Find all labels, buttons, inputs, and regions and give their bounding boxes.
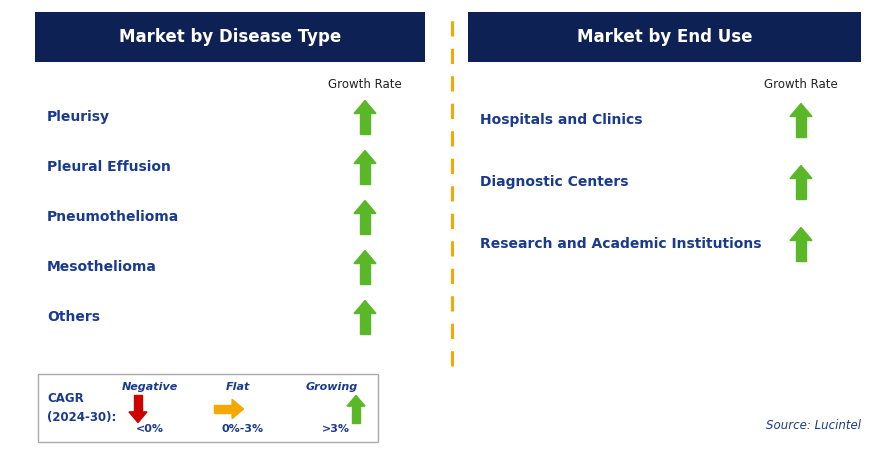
Text: Mesothelioma: Mesothelioma: [47, 260, 157, 274]
Text: Flat: Flat: [226, 382, 250, 392]
Bar: [360, 314, 370, 334]
Text: Pneumothelioma: Pneumothelioma: [47, 210, 179, 224]
Text: (2024-30):: (2024-30):: [47, 410, 116, 424]
Text: Others: Others: [47, 310, 100, 324]
Text: Pleural Effusion: Pleural Effusion: [47, 160, 171, 174]
Text: Growth Rate: Growth Rate: [764, 78, 838, 90]
Bar: [360, 114, 370, 133]
Bar: [796, 178, 806, 198]
Bar: [360, 213, 370, 233]
Text: Pleurisy: Pleurisy: [47, 110, 110, 124]
Text: Research and Academic Institutions: Research and Academic Institutions: [480, 237, 762, 251]
Text: 0%-3%: 0%-3%: [222, 424, 264, 434]
Bar: [796, 241, 806, 261]
Bar: [35, 12, 425, 62]
Text: Diagnostic Centers: Diagnostic Centers: [480, 175, 628, 189]
Text: Hospitals and Clinics: Hospitals and Clinics: [480, 113, 642, 127]
Polygon shape: [790, 166, 812, 178]
Polygon shape: [347, 395, 365, 406]
Polygon shape: [354, 150, 376, 163]
Polygon shape: [354, 251, 376, 263]
Polygon shape: [354, 301, 376, 314]
Text: Market by Disease Type: Market by Disease Type: [119, 28, 341, 46]
Text: Negative: Negative: [122, 382, 178, 392]
Text: CAGR: CAGR: [47, 393, 83, 405]
Bar: [468, 12, 861, 62]
Bar: [134, 395, 142, 412]
Polygon shape: [354, 100, 376, 114]
Polygon shape: [354, 201, 376, 213]
Bar: [38, 374, 378, 442]
Bar: [796, 117, 806, 137]
Polygon shape: [790, 227, 812, 241]
Bar: [214, 405, 232, 414]
Text: >3%: >3%: [322, 424, 350, 434]
Text: <0%: <0%: [136, 424, 164, 434]
Bar: [360, 263, 370, 283]
Bar: [352, 406, 360, 423]
Text: Source: Lucintel: Source: Lucintel: [766, 419, 861, 432]
Bar: [360, 163, 370, 183]
Polygon shape: [790, 104, 812, 117]
Polygon shape: [129, 412, 147, 423]
Text: Growing: Growing: [306, 382, 358, 392]
Text: Market by End Use: Market by End Use: [577, 28, 753, 46]
Text: Growth Rate: Growth Rate: [328, 78, 402, 90]
Polygon shape: [232, 400, 244, 419]
